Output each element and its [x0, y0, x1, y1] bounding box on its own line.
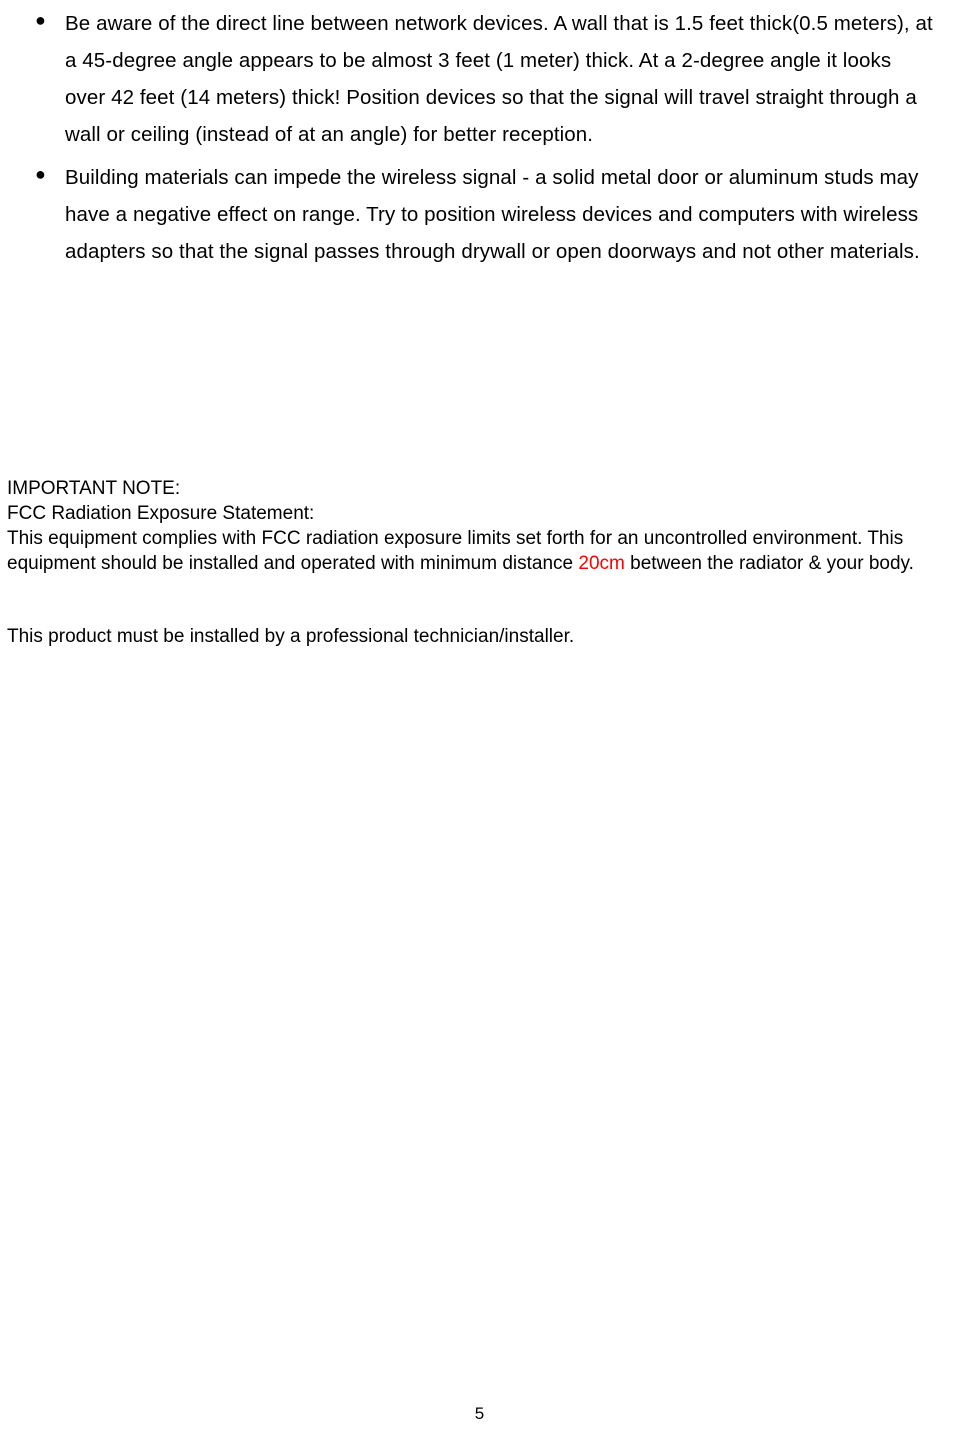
- bullet-list: ● Be aware of the direct line between ne…: [35, 5, 935, 276]
- notes-text: between the radiator & your body.: [625, 553, 914, 574]
- document-page: ● Be aware of the direct line between ne…: [0, 0, 959, 1442]
- bullet-text: Be aware of the direct line between netw…: [65, 12, 933, 146]
- notes-subheading: FCC Radiation Exposure Statement:: [7, 501, 953, 526]
- notes-paragraph: This equipment complies with FCC radiati…: [7, 526, 953, 576]
- bullet-text: Building materials can impede the wirele…: [65, 166, 920, 263]
- highlight-text: 20cm: [578, 553, 624, 574]
- bullet-dot: ●: [35, 11, 46, 29]
- notes-block: IMPORTANT NOTE: FCC Radiation Exposure S…: [7, 476, 953, 649]
- list-item: ● Be aware of the direct line between ne…: [35, 5, 935, 153]
- list-item: ● Building materials can impede the wire…: [35, 159, 935, 270]
- notes-paragraph: This product must be installed by a prof…: [7, 624, 953, 649]
- notes-heading: IMPORTANT NOTE:: [7, 476, 953, 501]
- bullet-dot: ●: [35, 165, 46, 183]
- page-number: 5: [0, 1404, 959, 1424]
